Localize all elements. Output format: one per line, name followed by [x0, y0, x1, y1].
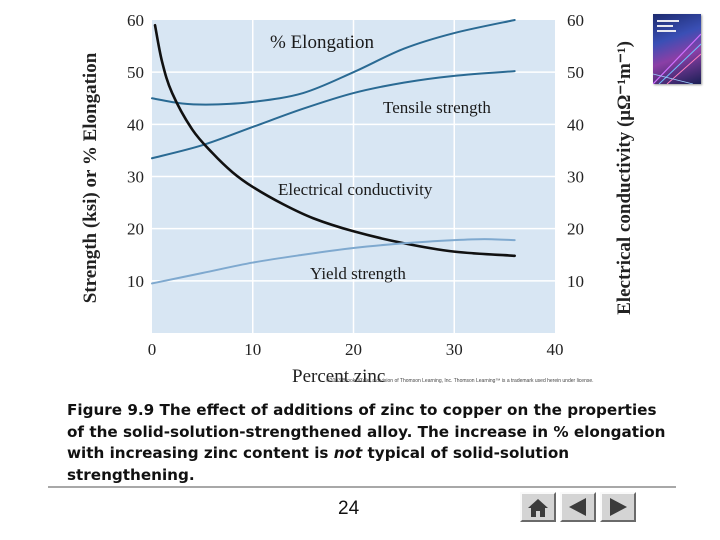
y-tick-label-left: 50 — [127, 63, 144, 82]
home-icon — [528, 499, 548, 517]
y-axis-title-right: Electrical conductivity (μΩ⁻¹m⁻¹) — [614, 41, 635, 315]
y-tick-label-left: 30 — [127, 168, 144, 187]
x-tick-label: 0 — [148, 340, 157, 359]
y-tick-label-left: 40 — [127, 115, 144, 134]
series-layer — [151, 19, 516, 285]
series-tensile-strength — [151, 70, 516, 160]
forward-button[interactable] — [600, 492, 636, 522]
y-axis-title-left: Strength (ksi) or % Elongation — [80, 52, 101, 303]
x-axis-title: Percent zinc — [292, 366, 385, 387]
series-elongation — [151, 19, 516, 106]
label-tensile-strength: Tensile strength — [383, 98, 491, 117]
x-tick-label: 30 — [446, 340, 463, 359]
label-electrical-conductivity: Electrical conductivity — [278, 180, 433, 199]
grid — [152, 20, 555, 333]
home-button[interactable] — [520, 492, 556, 522]
copyright-note: ©2003 Brooks/Cole, a division of Thomson… — [326, 377, 594, 384]
y-tick-label-left: 10 — [127, 272, 144, 291]
caption-text-end: typical of solid-solution strengthening. — [67, 444, 570, 484]
y-tick-label-right: 40 — [567, 115, 584, 134]
back-button[interactable] — [560, 492, 596, 522]
y-tick-label-left: 60 — [127, 11, 144, 30]
y-tick-label-left: 20 — [127, 220, 144, 239]
series-yield-strength — [151, 238, 516, 285]
divider — [48, 486, 676, 488]
page-number: 24 — [338, 498, 360, 519]
forward-icon — [610, 498, 627, 516]
y-tick-label-right: 20 — [567, 220, 584, 239]
y-tick-label-right: 60 — [567, 11, 584, 30]
label-elongation: % Elongation — [270, 32, 374, 53]
y-tick-label-right: 30 — [567, 168, 584, 187]
y-tick-label-right: 10 — [567, 272, 584, 291]
figure-caption: Figure 9.9 The effect of additions of zi… — [67, 400, 667, 486]
caption-text: Figure 9.9 The effect of additions of zi… — [67, 401, 666, 462]
x-tick-label: 20 — [345, 340, 362, 359]
x-tick-label: 40 — [547, 340, 564, 359]
label-yield-strength: Yield strength — [310, 264, 406, 283]
y-tick-label-right: 50 — [567, 63, 584, 82]
back-icon — [569, 498, 586, 516]
x-tick-label: 10 — [244, 340, 261, 359]
chart: 0 10 20 30 40 10 10 20 20 30 30 40 40 50 50 60 60 % Elon… — [80, 11, 635, 387]
caption-emphasis: not — [333, 444, 363, 462]
textbook-cover-image — [653, 14, 701, 84]
tick-labels: 0 10 20 30 40 10 10 20 20 30 30 40 40 50 50 60 60 — [127, 11, 584, 359]
